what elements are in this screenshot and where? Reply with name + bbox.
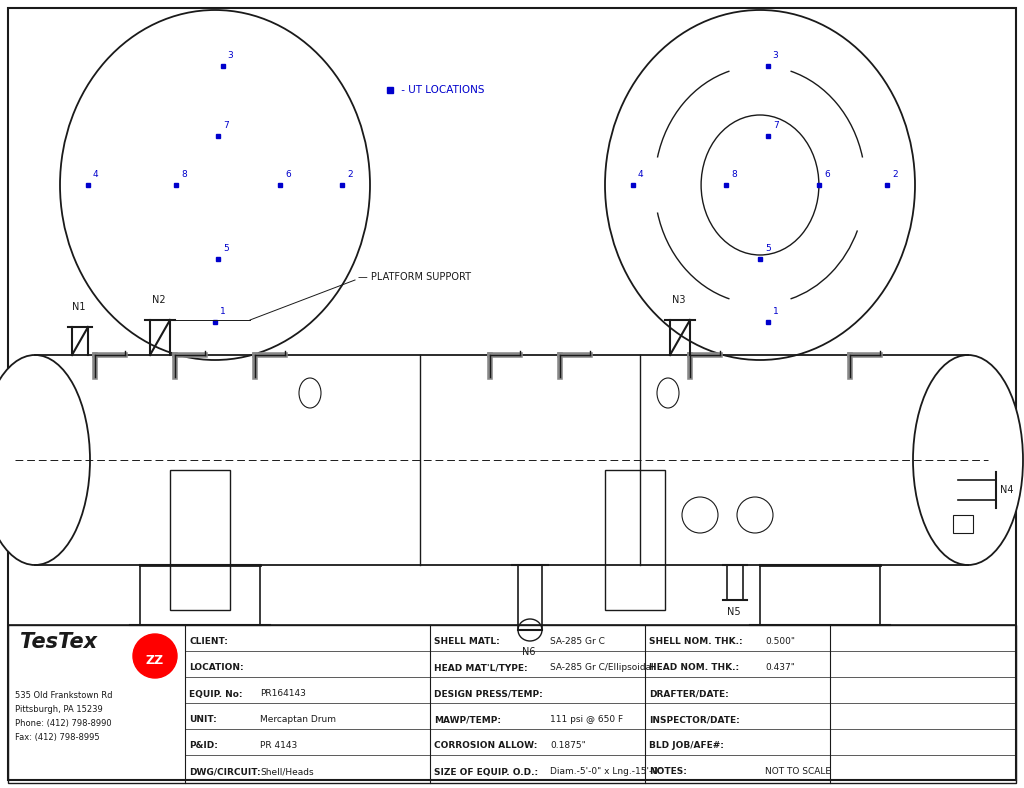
Text: NOTES:: NOTES: bbox=[649, 768, 687, 776]
Ellipse shape bbox=[913, 355, 1023, 565]
Text: Shell/Heads: Shell/Heads bbox=[260, 768, 313, 776]
Text: 7: 7 bbox=[773, 121, 778, 130]
Ellipse shape bbox=[0, 355, 90, 565]
Text: HEAD NOM. THK.:: HEAD NOM. THK.: bbox=[649, 663, 739, 672]
Text: SHELL MATL:: SHELL MATL: bbox=[434, 637, 500, 646]
Text: SA-285 Gr C: SA-285 Gr C bbox=[550, 637, 605, 646]
Text: 4: 4 bbox=[93, 170, 98, 179]
Text: BLD JOB/AFE#:: BLD JOB/AFE#: bbox=[649, 742, 724, 750]
Text: N3: N3 bbox=[672, 295, 685, 305]
Text: EQUIP. No:: EQUIP. No: bbox=[189, 690, 243, 698]
Text: NOT TO SCALE: NOT TO SCALE bbox=[765, 768, 831, 776]
Text: P&ID:: P&ID: bbox=[189, 742, 218, 750]
Text: 2: 2 bbox=[347, 170, 352, 179]
Text: CLIENT:: CLIENT: bbox=[189, 637, 228, 646]
Text: 8: 8 bbox=[181, 170, 187, 179]
Bar bbox=[605, 470, 665, 610]
Text: Diam.-5'-0" x Lng.-15'-0": Diam.-5'-0" x Lng.-15'-0" bbox=[550, 768, 663, 776]
Text: 5: 5 bbox=[223, 243, 228, 252]
Text: UNIT:: UNIT: bbox=[189, 716, 217, 724]
Text: SA-285 Gr C/Ellipsoidal: SA-285 Gr C/Ellipsoidal bbox=[550, 663, 653, 672]
Text: 1: 1 bbox=[773, 307, 778, 315]
Text: CORROSION ALLOW:: CORROSION ALLOW: bbox=[434, 742, 538, 750]
Text: 0.1875": 0.1875" bbox=[550, 742, 586, 750]
Text: INSPECTOR/DATE:: INSPECTOR/DATE: bbox=[649, 716, 739, 724]
Text: Phone: (412) 798-8990: Phone: (412) 798-8990 bbox=[15, 719, 112, 728]
Text: Pittsburgh, PA 15239: Pittsburgh, PA 15239 bbox=[15, 705, 102, 714]
Text: PR 4143: PR 4143 bbox=[260, 742, 297, 750]
Text: ZZ: ZZ bbox=[145, 653, 164, 667]
Text: DRAFTER/DATE:: DRAFTER/DATE: bbox=[649, 690, 729, 698]
Text: 8: 8 bbox=[731, 170, 736, 179]
Text: N5: N5 bbox=[727, 607, 740, 617]
Bar bbox=[35, 355, 968, 565]
Text: DESIGN PRESS/TEMP:: DESIGN PRESS/TEMP: bbox=[434, 690, 543, 698]
Bar bbox=[8, 625, 1016, 783]
Circle shape bbox=[133, 634, 177, 678]
Text: 111 psi @ 650 F: 111 psi @ 650 F bbox=[550, 716, 624, 724]
Text: 7: 7 bbox=[223, 121, 228, 130]
Text: SIZE OF EQUIP. O.D.:: SIZE OF EQUIP. O.D.: bbox=[434, 768, 539, 776]
Text: MAWP/TEMP:: MAWP/TEMP: bbox=[434, 716, 501, 724]
Text: Mercaptan Drum: Mercaptan Drum bbox=[260, 716, 336, 724]
Text: Fax: (412) 798-8995: Fax: (412) 798-8995 bbox=[15, 733, 99, 742]
Text: - UT LOCATIONS: - UT LOCATIONS bbox=[398, 85, 484, 95]
Text: N4: N4 bbox=[1000, 485, 1014, 495]
Text: 6: 6 bbox=[824, 170, 829, 179]
Text: 0.437": 0.437" bbox=[765, 663, 795, 672]
Text: N2: N2 bbox=[152, 295, 166, 305]
Text: 4: 4 bbox=[638, 170, 643, 179]
Text: N6: N6 bbox=[522, 647, 536, 657]
Text: 1: 1 bbox=[220, 307, 225, 315]
Text: HEAD MAT'L/TYPE:: HEAD MAT'L/TYPE: bbox=[434, 663, 527, 672]
Text: 5: 5 bbox=[765, 243, 771, 252]
Text: 3: 3 bbox=[227, 51, 233, 60]
Text: DWG/CIRCUIT:: DWG/CIRCUIT: bbox=[189, 768, 261, 776]
Text: — PLATFORM SUPPORT: — PLATFORM SUPPORT bbox=[358, 272, 471, 282]
Text: 2: 2 bbox=[892, 170, 898, 179]
Text: 0.500": 0.500" bbox=[765, 637, 795, 646]
Text: PR164143: PR164143 bbox=[260, 690, 306, 698]
Text: TesTex: TesTex bbox=[20, 632, 97, 652]
Text: 535 Old Frankstown Rd: 535 Old Frankstown Rd bbox=[15, 691, 113, 700]
Text: 6: 6 bbox=[285, 170, 291, 179]
Bar bbox=[170, 470, 230, 610]
Text: LOCATION:: LOCATION: bbox=[189, 663, 244, 672]
Text: 3: 3 bbox=[773, 51, 778, 60]
Text: SHELL NOM. THK.:: SHELL NOM. THK.: bbox=[649, 637, 742, 646]
Bar bbox=[953, 515, 973, 533]
Text: N1: N1 bbox=[72, 302, 85, 312]
